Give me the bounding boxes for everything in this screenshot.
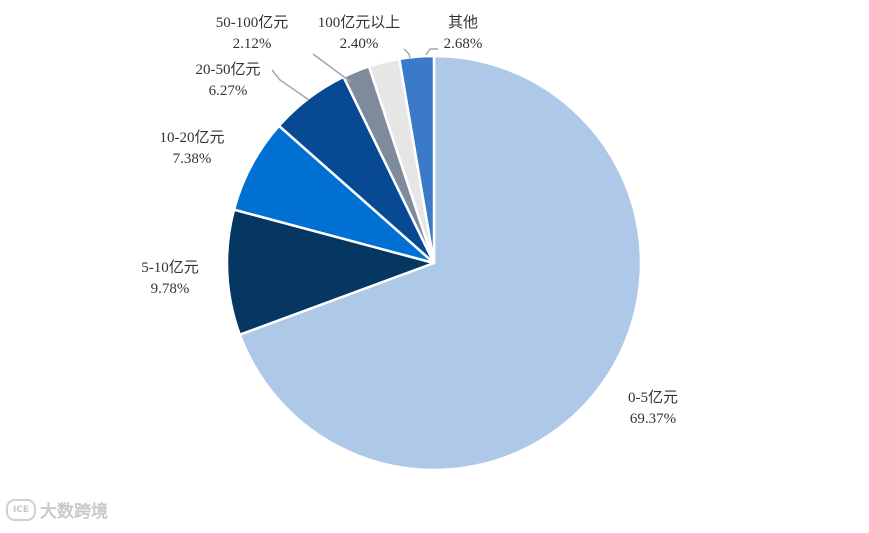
watermark-text: 大数跨境 [40, 502, 108, 522]
pie-slice [232, 124, 436, 265]
slice-label: 5-10亿元 [141, 259, 199, 276]
slice-label: 100亿元以上 [318, 14, 401, 31]
leader-line [312, 53, 352, 83]
pie-slice [398, 54, 436, 265]
leader-line [271, 69, 310, 101]
leader-line [425, 48, 438, 56]
slice-label: 0-5亿元 [628, 389, 678, 406]
slice-value-label: 7.38% [173, 151, 212, 167]
slice-label: 50-100亿元 [216, 14, 289, 31]
slice-value-label: 2.12% [233, 36, 272, 52]
slice-label: 20-50亿元 [196, 61, 261, 78]
leader-line [403, 48, 411, 59]
pie-slice [225, 208, 436, 336]
slice-value-label: 69.37% [630, 411, 676, 427]
slice-label: 其他 [448, 14, 478, 31]
slice-value-label: 9.78% [151, 281, 190, 297]
slice-value-label: 2.68% [444, 36, 483, 52]
watermark: ICE 大数跨境 [6, 497, 108, 522]
slice-label: 10-20亿元 [160, 129, 225, 146]
slice-value-label: 6.27% [209, 83, 248, 99]
pie-slice [238, 54, 643, 472]
slice-value-label: 2.40% [340, 36, 379, 52]
watermark-logo-icon: ICE [6, 498, 36, 521]
